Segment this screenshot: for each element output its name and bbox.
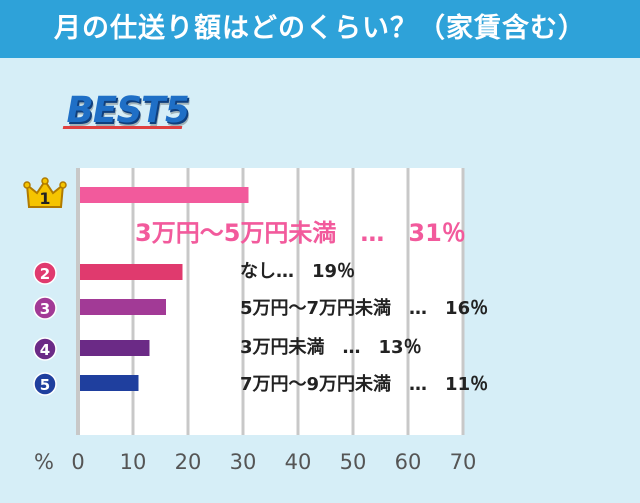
crown-jewel	[41, 177, 49, 185]
crown-jewel	[59, 181, 67, 189]
x-unit-label: %	[34, 450, 54, 474]
rank-number: 3	[40, 300, 50, 318]
rank-number: 1	[39, 189, 50, 208]
x-tick-label: 0	[71, 450, 84, 474]
rank-number: 4	[40, 341, 50, 359]
crown-icon: 1	[23, 177, 67, 208]
rank-number: 2	[40, 265, 50, 283]
bar	[80, 187, 249, 203]
bar	[80, 264, 183, 280]
x-tick-label: 60	[395, 450, 422, 474]
title-bar	[0, 0, 640, 58]
rank-number: 5	[40, 376, 50, 394]
x-tick-label: 50	[340, 450, 367, 474]
x-tick-label: 10	[120, 450, 147, 474]
crown-jewel	[23, 181, 31, 189]
x-tick-label: 40	[285, 450, 312, 474]
x-tick-label: 70	[450, 450, 477, 474]
data-label: 5万円～7万円未満 … 16％	[240, 297, 488, 319]
x-tick-label: 20	[175, 450, 202, 474]
chart-title: 月の仕送り額はどのくらい？（家賃含む）	[54, 13, 586, 44]
rank-badge	[33, 372, 57, 396]
data-label: 7万円～9万円未満 … 11％	[240, 373, 488, 395]
data-label: 3万円～5万円未満 … 31％	[135, 219, 466, 247]
bar	[80, 375, 139, 391]
bar	[80, 299, 166, 315]
x-tick-label: 30	[230, 450, 257, 474]
rank-badge	[33, 337, 57, 361]
data-label: 3万円未満 … 13％	[240, 336, 422, 358]
data-label: なし… 19％	[240, 261, 355, 282]
rank-badge	[33, 261, 57, 285]
rank-badge	[33, 296, 57, 320]
bar	[80, 340, 150, 356]
